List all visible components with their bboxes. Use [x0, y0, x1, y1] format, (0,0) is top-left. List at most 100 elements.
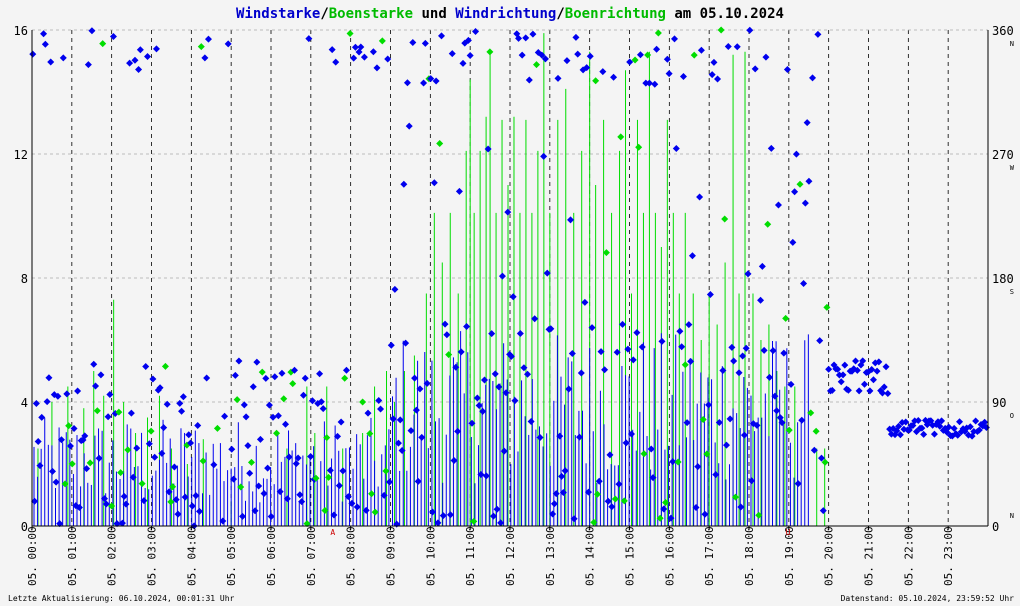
wind-direction-point	[853, 366, 861, 374]
y-left-tick-label: 0	[21, 520, 28, 534]
wind-direction-point	[583, 64, 591, 72]
wind-direction-point	[730, 357, 738, 365]
wind-direction-point	[416, 385, 424, 393]
wind-direction-point	[74, 387, 82, 395]
wind-direction-point	[317, 398, 325, 406]
wind-direction-point	[767, 144, 775, 152]
wind-direction-point	[805, 177, 813, 185]
x-tick-label: 05. 16:00	[663, 526, 676, 586]
gust-direction-point	[703, 450, 711, 458]
wind-direction-point	[936, 422, 944, 430]
gust-direction-point	[303, 520, 311, 528]
wind-direction-point	[239, 512, 247, 520]
wind-direction-point	[475, 401, 483, 409]
gust-direction-point	[532, 61, 540, 69]
wind-direction-point	[884, 390, 892, 398]
wind-direction-point	[144, 53, 152, 61]
wind-direction-point	[660, 505, 668, 513]
wind-direction-point	[468, 419, 476, 427]
wind-direction-point	[271, 373, 279, 381]
wind-direction-point	[140, 497, 148, 505]
wind-direction-point	[520, 364, 528, 372]
wind-direction-point	[567, 216, 575, 224]
wind-direction-point	[203, 374, 211, 382]
wind-direction-point	[31, 497, 39, 505]
wind-direction-point	[104, 413, 112, 421]
wind-direction-point	[242, 413, 250, 421]
wind-direction-point	[647, 445, 655, 453]
wind-direction-point	[556, 432, 564, 440]
wind-direction-point	[586, 52, 594, 60]
footer-data-status: Datenstand: 05.10.2024, 23:59:52 Uhr	[841, 594, 1015, 603]
wind-direction-point	[538, 51, 546, 59]
wind-direction-point	[481, 376, 489, 384]
title-part-0: Windstarke	[236, 6, 320, 22]
gust-direction-point	[368, 490, 376, 498]
wind-direction-point	[498, 272, 506, 280]
wind-direction-point	[40, 30, 48, 38]
wind-direction-point	[972, 417, 980, 425]
wind-direction-point	[828, 386, 836, 394]
title-part-2: Boenstarke	[329, 6, 413, 22]
gust-direction-point	[378, 37, 386, 45]
wind-direction-point	[414, 477, 422, 485]
wind-direction-point	[522, 34, 530, 42]
wind-direction-point	[735, 369, 743, 377]
x-tick-label: 05. 02:00	[106, 526, 119, 586]
compass-label: N	[1010, 40, 1014, 48]
compass-label: S	[1010, 288, 1014, 296]
wind-direction-point	[409, 39, 417, 47]
wind-direction-point	[627, 430, 635, 438]
wind-direction-point	[443, 331, 451, 339]
wind-direction-point	[41, 40, 49, 48]
wind-direction-point	[549, 510, 557, 518]
wind-direction-point	[113, 520, 121, 528]
wind-direction-point	[176, 399, 184, 407]
gust-direction-point	[247, 458, 255, 466]
gust-direction-point	[93, 407, 101, 415]
wind-direction-point	[679, 73, 687, 81]
wind-direction-point	[710, 58, 718, 66]
gust-direction-point	[593, 490, 601, 498]
wind-direction-point	[524, 370, 532, 378]
wind-direction-point	[353, 503, 361, 511]
wind-direction-point	[298, 498, 306, 506]
wind-direction-point	[36, 462, 44, 470]
wind-direction-point	[230, 475, 238, 483]
gust-direction-point	[273, 429, 281, 437]
wind-direction-point	[357, 43, 365, 51]
wind-direction-point	[810, 446, 818, 454]
wind-direction-point	[34, 437, 42, 445]
wind-direction-point	[873, 367, 881, 375]
x-tick-label: 05. 10:00	[424, 526, 437, 586]
wind-direction-point	[800, 280, 808, 288]
wind-direction-point	[954, 431, 962, 439]
wind-direction-point	[260, 489, 268, 497]
wind-direction-point	[663, 55, 671, 63]
wind-direction-point	[950, 424, 958, 432]
wind-direction-point	[536, 434, 544, 442]
wind-direction-point	[757, 296, 765, 304]
wind-direction-point	[540, 152, 548, 160]
gust-direction-point	[755, 511, 763, 519]
gust-direction-point	[312, 474, 320, 482]
wind-direction-point	[638, 343, 646, 351]
direction-series	[29, 26, 990, 530]
x-tick-label: 05. 00:00	[26, 526, 39, 586]
gust-direction-point	[699, 416, 707, 424]
wind-direction-point	[264, 464, 272, 472]
chart-title: Windstarke/Boenstarke und Windrichtung/B…	[236, 6, 784, 22]
wind-direction-point	[181, 493, 189, 501]
x-tick-label: 05. 09:00	[385, 526, 398, 586]
gust-direction-point	[233, 396, 241, 404]
wind-direction-point	[622, 439, 630, 447]
wind-direction-point	[160, 424, 168, 432]
wind-direction-point	[615, 480, 623, 488]
wind-direction-point	[966, 423, 974, 431]
wind-direction-point	[179, 393, 187, 401]
wind-direction-point	[174, 510, 182, 518]
wind-direction-point	[446, 511, 454, 519]
wind-direction-point	[896, 431, 904, 439]
wind-direction-point	[463, 322, 471, 330]
wind-direction-point	[118, 519, 126, 527]
